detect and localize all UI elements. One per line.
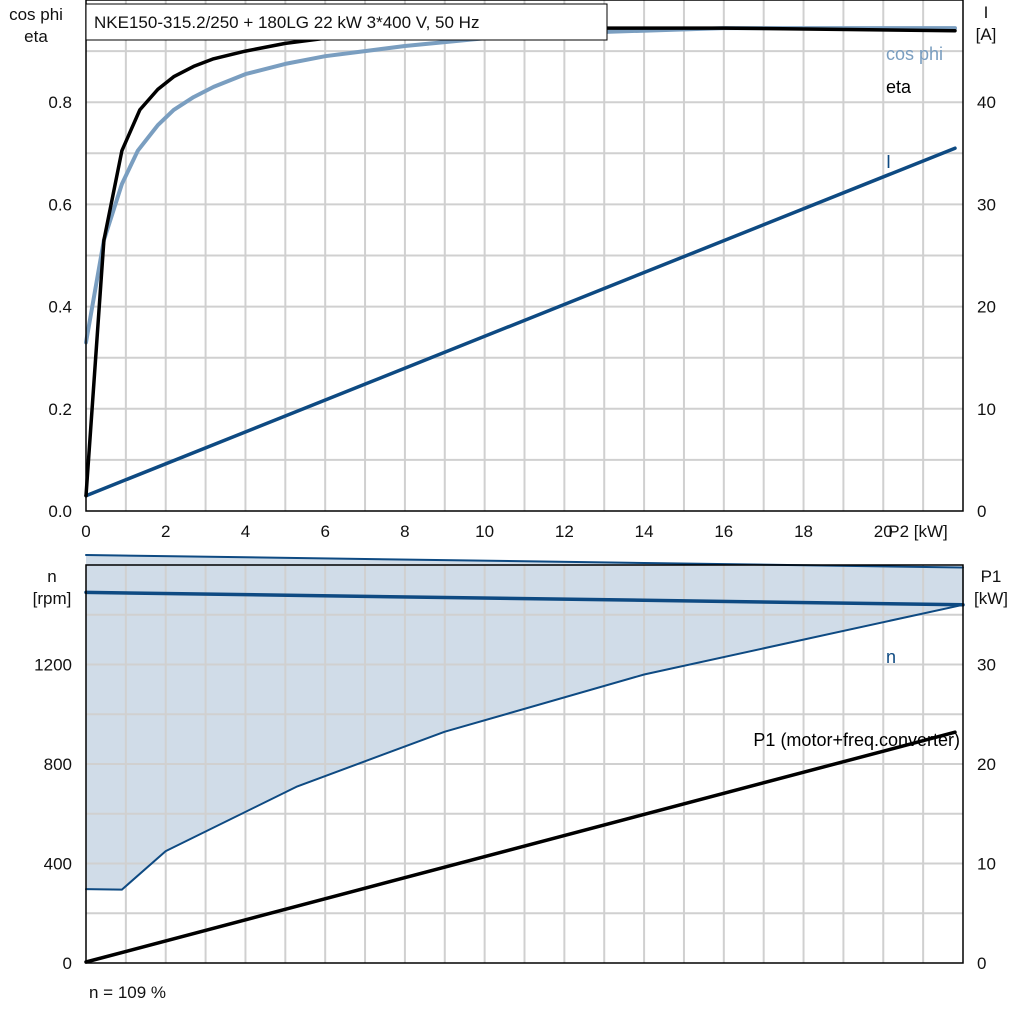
current-line bbox=[84, 146, 957, 498]
bottom-right-axis-title-line1: P1 bbox=[981, 567, 1002, 586]
speed-line bbox=[84, 590, 965, 607]
bottom-plot-frame bbox=[85, 564, 964, 964]
right-y-tick-label: 40 bbox=[977, 93, 996, 112]
left-y-tick-label: 0.6 bbox=[48, 195, 72, 214]
bottom-right-axis-title-line2: [kW] bbox=[974, 589, 1008, 608]
top-ticks: 0 2 4 6 8 10 12 14 16 18 20 0.0 0.2 0.4 0.6 0.8 0 10 20 30 4… bbox=[48, 93, 996, 541]
x-tick-label: 16 bbox=[714, 522, 733, 541]
bottom-grid bbox=[86, 565, 963, 963]
cosphi-line bbox=[84, 26, 957, 345]
bottom-right-y-tick-label: 20 bbox=[977, 755, 996, 774]
top-grid bbox=[86, 0, 963, 511]
bottom-left-y-tick-label: 1200 bbox=[34, 656, 72, 675]
speed-band-lower-edge bbox=[85, 603, 964, 891]
bottom-left-y-tick-label: 400 bbox=[44, 855, 72, 874]
x-tick-label: 14 bbox=[635, 522, 654, 541]
speed-band-area bbox=[86, 555, 963, 890]
eta-series-label: eta bbox=[886, 77, 912, 97]
x-tick-label: 20 bbox=[874, 522, 893, 541]
top-right-axis-title-line2: [A] bbox=[976, 25, 997, 44]
top-left-axis-title-line2: eta bbox=[24, 27, 48, 46]
current-series-label: I bbox=[886, 152, 891, 172]
bottom-speed-band bbox=[86, 555, 963, 890]
top-plot-frame bbox=[85, 0, 964, 512]
right-y-tick-label: 0 bbox=[977, 502, 986, 521]
x-tick-label: 18 bbox=[794, 522, 813, 541]
left-y-tick-label: 0.0 bbox=[48, 502, 72, 521]
top-right-axis-title-line1: I bbox=[984, 3, 989, 22]
bottom-right-y-tick-label: 0 bbox=[977, 954, 986, 973]
eta-line bbox=[84, 26, 957, 498]
bottom-left-y-tick-label: 0 bbox=[63, 954, 72, 973]
bottom-left-axis-title-line2: [rpm] bbox=[33, 589, 72, 608]
right-y-tick-label: 30 bbox=[977, 195, 996, 214]
bottom-ticks: 0 400 800 1200 0 10 20 30 bbox=[34, 656, 996, 974]
bottom-right-y-tick-label: 10 bbox=[977, 855, 996, 874]
top-left-axis-title-line1: cos phi bbox=[9, 5, 63, 24]
x-tick-label: 6 bbox=[320, 522, 329, 541]
bottom-left-axis-title-line1: n bbox=[47, 567, 56, 586]
p1-line bbox=[84, 730, 957, 964]
p1-series-label: P1 (motor+freq.converter) bbox=[753, 730, 960, 750]
chart-title: NKE150-315.2/250 + 180LG 22 kW 3*400 V, … bbox=[94, 13, 479, 32]
x-tick-label: 12 bbox=[555, 522, 574, 541]
bottom-right-y-tick-label: 30 bbox=[977, 656, 996, 675]
x-tick-label: 0 bbox=[81, 522, 90, 541]
top-series bbox=[84, 26, 957, 498]
x-tick-label: 10 bbox=[475, 522, 494, 541]
speed-percent-note: n = 109 % bbox=[89, 983, 166, 1002]
speed-series-label: n bbox=[886, 647, 896, 667]
x-tick-label: 2 bbox=[161, 522, 170, 541]
right-y-tick-label: 20 bbox=[977, 298, 996, 317]
x-axis-title: P2 [kW] bbox=[888, 522, 948, 541]
left-y-tick-label: 0.8 bbox=[48, 93, 72, 112]
title-box bbox=[85, 3, 608, 41]
x-tick-label: 8 bbox=[400, 522, 409, 541]
left-y-tick-label: 0.2 bbox=[48, 400, 72, 419]
cosphi-series-label: cos phi bbox=[886, 44, 943, 64]
bottom-left-y-tick-label: 800 bbox=[44, 755, 72, 774]
right-y-tick-label: 10 bbox=[977, 400, 996, 419]
left-y-tick-label: 0.4 bbox=[48, 298, 72, 317]
x-tick-label: 4 bbox=[241, 522, 250, 541]
